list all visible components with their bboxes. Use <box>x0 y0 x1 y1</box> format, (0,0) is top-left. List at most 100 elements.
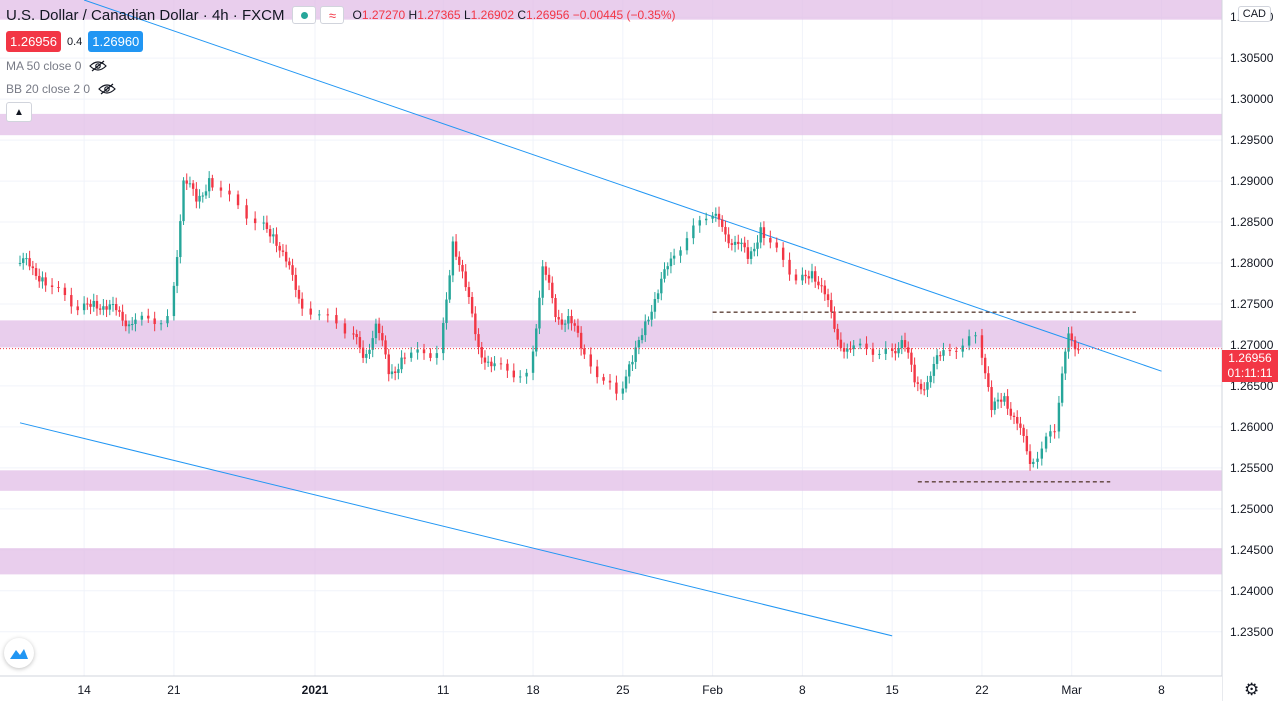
candle-body <box>948 350 952 352</box>
candle-body <box>108 304 111 310</box>
candle-body <box>637 340 641 348</box>
candle-body <box>403 357 406 359</box>
market-open-dot-icon <box>300 11 308 19</box>
candle-body <box>672 255 676 259</box>
indicator-ma[interactable]: MA 50 close 0 <box>6 57 676 75</box>
candle-body <box>733 241 737 245</box>
candle-body <box>775 242 778 248</box>
candle-body <box>429 353 432 358</box>
eye-off-icon[interactable] <box>89 60 108 72</box>
legend-separator-2: · <box>232 6 238 24</box>
candle-body <box>18 263 22 265</box>
candle-body <box>666 266 669 270</box>
candle-body <box>583 348 586 355</box>
candle-body <box>663 269 666 279</box>
tradingview-logo-icon[interactable] <box>4 638 34 668</box>
candle-body <box>801 274 804 281</box>
buy-price-button[interactable]: 1.26960 <box>88 31 144 52</box>
candle-body <box>554 298 557 318</box>
candle-body <box>990 387 993 411</box>
price-tick-label: 1.29500 <box>1230 133 1274 147</box>
candle-body <box>185 180 188 184</box>
change-value: −0.00445 (−0.35%) <box>572 8 676 22</box>
candle-body <box>297 289 301 299</box>
time-tick-label: Mar <box>1061 683 1082 697</box>
candle-body <box>794 274 798 281</box>
collapse-legend-button[interactable]: ▲ <box>6 102 32 122</box>
candle-body <box>814 271 817 282</box>
candle-body <box>477 334 480 348</box>
candle-body <box>486 361 490 363</box>
candle-body <box>823 285 827 295</box>
ohlc-values: O1.27270 H1.27365 L1.26902 C1.26956 −0.0… <box>352 8 675 22</box>
candle-body <box>188 183 192 185</box>
candle-body <box>300 298 304 309</box>
candle-body <box>28 258 31 267</box>
candle-body <box>1028 451 1032 464</box>
market-status-button[interactable] <box>292 6 317 24</box>
candle-body <box>878 353 881 355</box>
candle-body <box>22 258 25 264</box>
candle-body <box>769 237 772 243</box>
chart-legend: U.S. Dollar / Canadian Dollar · 4h · FXC… <box>6 6 676 122</box>
candle-body <box>474 313 477 335</box>
sell-price-button[interactable]: 1.26956 <box>6 31 61 52</box>
candle-body <box>140 315 144 320</box>
candle-body <box>730 243 734 245</box>
candle-body <box>595 366 599 378</box>
price-tick-label: 1.26500 <box>1230 379 1274 393</box>
price-tick-label: 1.25500 <box>1230 461 1274 475</box>
candle-body <box>454 241 458 257</box>
candle-body <box>57 286 60 288</box>
candle-body <box>1057 402 1061 432</box>
price-tick-label: 1.26000 <box>1230 420 1274 434</box>
candle-body <box>644 321 647 336</box>
symbol-title[interactable]: U.S. Dollar / Canadian Dollar · 4h · FXC… <box>6 7 284 24</box>
candle-body <box>724 226 727 235</box>
candle-body <box>490 361 493 367</box>
candle-body <box>335 315 338 324</box>
candle-body <box>762 227 766 238</box>
candle-body <box>1040 448 1044 459</box>
candle-body <box>974 335 977 337</box>
candle-body <box>935 355 939 364</box>
candle-body <box>281 250 285 252</box>
candle-body <box>721 219 724 227</box>
exchange-label: FXCM <box>241 6 285 24</box>
candle-body <box>114 304 118 311</box>
time-tick-label: 22 <box>975 683 989 697</box>
eye-off-icon[interactable] <box>98 83 116 95</box>
candle-body <box>753 248 756 252</box>
candle-body <box>916 382 920 384</box>
price-tick-label: 1.23500 <box>1230 625 1274 639</box>
candle-body <box>445 299 448 323</box>
candle-body <box>390 371 394 375</box>
price-tick-label: 1.30500 <box>1230 51 1274 65</box>
candle-body <box>483 357 487 363</box>
candle-body <box>25 258 28 260</box>
candle-body <box>631 361 634 365</box>
candle-body <box>679 250 682 256</box>
candle-body <box>727 234 730 244</box>
candle-body <box>567 316 570 324</box>
candle-body <box>865 343 868 349</box>
candle-body <box>980 335 984 358</box>
close-label: C <box>517 8 527 22</box>
trendline <box>19 422 893 637</box>
price-tick-label: 1.29000 <box>1230 174 1274 188</box>
candle-body <box>634 347 637 362</box>
indicator-bb[interactable]: BB 20 close 2 0 <box>6 80 676 98</box>
candle-body <box>628 364 631 377</box>
candle-body <box>228 190 231 195</box>
gear-icon[interactable]: ⚙ <box>1244 680 1260 699</box>
compare-wave-icon[interactable]: ≈ <box>320 6 345 24</box>
candle-body <box>50 285 54 287</box>
candle-body <box>743 242 746 248</box>
candle-body <box>368 349 371 354</box>
candle-body <box>579 332 583 349</box>
candle-body <box>685 238 689 251</box>
candle-body <box>547 274 551 283</box>
currency-badge[interactable]: CAD <box>1237 6 1271 22</box>
candle-body <box>291 265 294 275</box>
